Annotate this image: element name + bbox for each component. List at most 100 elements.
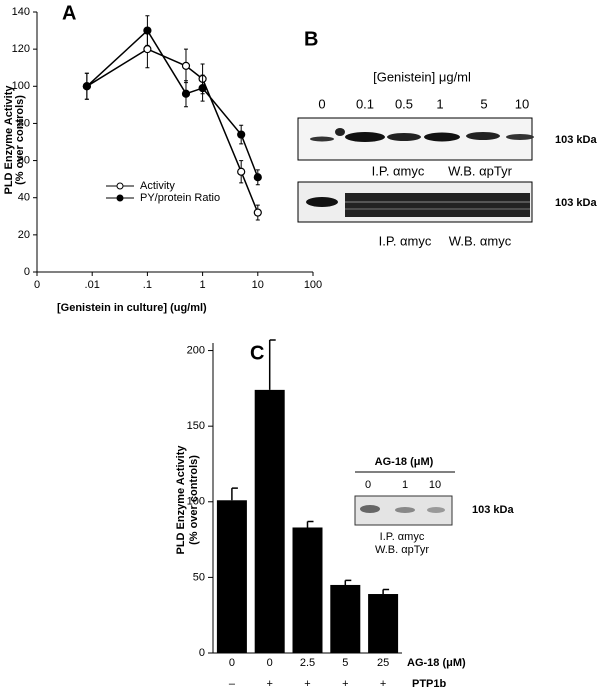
band	[360, 505, 380, 513]
error-bar	[306, 520, 314, 528]
x-tick-label: +	[266, 678, 272, 690]
x-tick-label: 2.5	[300, 657, 315, 669]
y-axis-label: PLD Enzyme Activity	[3, 85, 15, 195]
legend-label: Activity	[140, 180, 175, 192]
band	[306, 197, 338, 207]
lane-label: 0.1	[356, 96, 374, 111]
error-bar	[382, 588, 390, 595]
panel-label: A	[62, 2, 76, 24]
x-tick-label: 25	[377, 657, 389, 669]
wb-label: W.B. αmyc	[449, 233, 512, 248]
blot-c: AG-18 (μM) 0 1 10 103 kDa I.P. αmyc W.B.…	[354, 456, 514, 556]
x-tick-label: +	[304, 678, 310, 690]
x-tick-label: 0	[34, 279, 40, 291]
panel-label: C	[250, 342, 264, 364]
y-tick-label: 0	[24, 266, 30, 278]
x-tick-label: 10	[252, 279, 264, 291]
marker	[181, 61, 191, 70]
category-label: AG-18 (μM)	[407, 657, 466, 669]
marker-label: 103 kDa	[555, 197, 597, 209]
y-tick-label: 100	[12, 80, 30, 92]
x-tick-label: 100	[304, 279, 322, 291]
y-tick-label: 50	[193, 571, 205, 583]
lane-label: 10	[515, 96, 529, 111]
y-tick-label: 40	[18, 192, 30, 204]
blot-title: [Genistein] μg/ml	[373, 69, 471, 84]
y-tick-label: 120	[12, 43, 30, 55]
bar	[254, 389, 285, 653]
y-tick-label: 80	[18, 117, 30, 129]
bar	[330, 584, 361, 653]
y-axis-label: (% over controls)	[188, 455, 200, 545]
x-tick-label: .1	[143, 279, 152, 291]
series-line	[86, 48, 259, 213]
y-axis-label: PLD Enzyme Activity	[175, 445, 187, 555]
y-tick-label: 100	[187, 496, 205, 508]
y-tick-label: 140	[12, 6, 30, 18]
lane-label: 5	[480, 96, 487, 111]
lane-label: 1	[402, 479, 408, 491]
x-axis-label: [Genistein in culture] (ug/ml)	[57, 302, 207, 314]
marker	[198, 84, 207, 93]
wb-label: W.B. αpTyr	[375, 544, 429, 556]
y-tick-label: 200	[187, 344, 205, 356]
y-tick-label: 0	[199, 647, 205, 659]
marker	[253, 208, 262, 217]
error-bar	[344, 579, 352, 585]
marker	[253, 173, 262, 182]
wb-label: W.B. αpTyr	[448, 163, 513, 178]
ip-label: I.P. αmyc	[379, 233, 432, 248]
marker-label: 103 kDa	[472, 504, 514, 516]
x-tick-label: 0	[229, 657, 235, 669]
marker	[181, 89, 191, 98]
series-line	[86, 29, 259, 178]
legend-label: PY/protein Ratio	[140, 192, 220, 204]
band	[345, 132, 385, 142]
lane-label: 10	[429, 479, 441, 491]
x-tick-label: 0	[267, 657, 273, 669]
band	[424, 132, 460, 142]
band	[345, 193, 530, 217]
legend-marker	[116, 194, 124, 202]
blot-b: [Genistein] μg/ml 0 0.1 0.5 1 5 10 103 k…	[297, 69, 597, 248]
error-bar	[231, 487, 238, 501]
marker	[143, 45, 152, 54]
bar	[292, 527, 323, 653]
band	[335, 128, 345, 136]
lane-label: 0	[365, 479, 371, 491]
marker	[237, 167, 246, 176]
marker	[82, 82, 91, 91]
band	[506, 134, 534, 140]
x-tick-label: 5	[342, 657, 348, 669]
y-tick-label: 20	[18, 229, 30, 241]
category-label: PTP1b	[412, 678, 447, 690]
lane-label: 0	[318, 96, 325, 111]
y-axis-label: (% over controls)	[14, 95, 26, 185]
ip-label: I.P. αmyc	[380, 531, 425, 543]
bar	[216, 500, 247, 653]
y-tick-label: 150	[187, 420, 205, 432]
x-tick-label: +	[380, 678, 386, 690]
band	[395, 507, 415, 513]
band	[427, 507, 445, 513]
x-tick-label: .01	[85, 279, 100, 291]
bar	[368, 594, 399, 653]
lane-label: 0.5	[395, 96, 413, 111]
x-tick-label: +	[342, 678, 348, 690]
marker-label: 103 kDa	[555, 134, 597, 146]
x-tick-label: –	[229, 678, 236, 690]
legend-marker	[116, 182, 124, 190]
band	[387, 133, 421, 141]
band	[310, 136, 334, 142]
marker	[237, 130, 246, 139]
x-tick-label: 1	[200, 279, 206, 291]
y-tick-label: 60	[18, 154, 30, 166]
band	[466, 132, 500, 140]
error-bar	[268, 339, 276, 390]
marker	[143, 26, 152, 35]
lane-label: 1	[436, 96, 443, 111]
blot-title: AG-18 (μM)	[375, 456, 434, 468]
panel-label: B	[304, 28, 318, 50]
ip-label: I.P. αmyc	[372, 163, 425, 178]
